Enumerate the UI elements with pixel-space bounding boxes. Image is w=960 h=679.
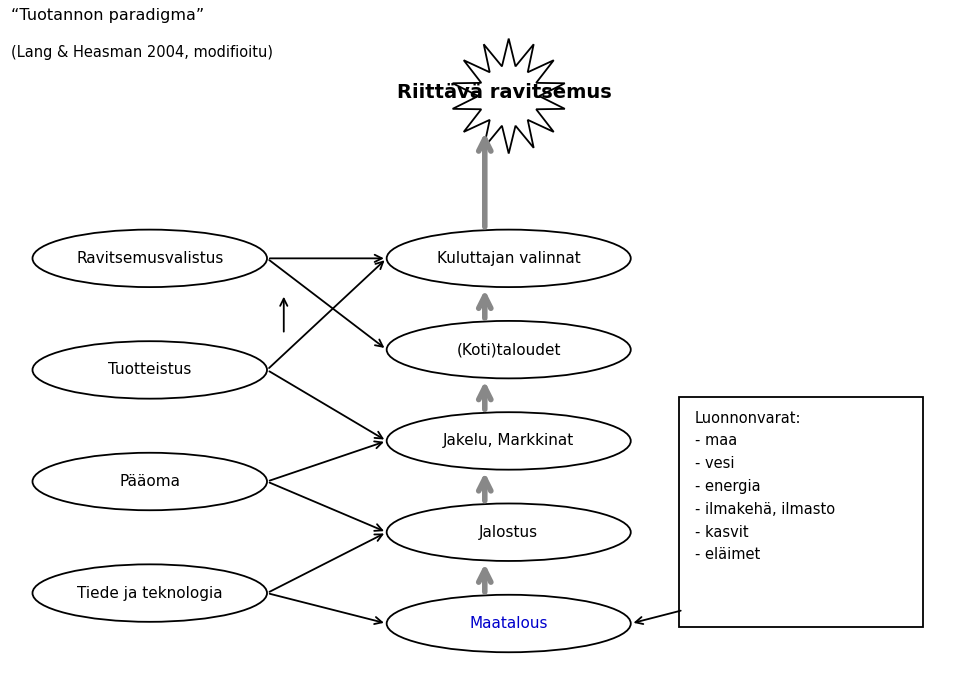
Text: Tuotteistus: Tuotteistus [108, 363, 191, 378]
Text: Pääoma: Pääoma [119, 474, 180, 489]
Text: Tiede ja teknologia: Tiede ja teknologia [77, 585, 223, 601]
Text: Ravitsemusvalistus: Ravitsemusvalistus [76, 251, 224, 266]
Text: “Tuotannon paradigma”: “Tuotannon paradigma” [11, 8, 204, 23]
Text: Jalostus: Jalostus [479, 525, 539, 540]
Text: Kuluttajan valinnat: Kuluttajan valinnat [437, 251, 581, 266]
Text: (Lang & Heasman 2004, modifioitu): (Lang & Heasman 2004, modifioitu) [11, 45, 273, 60]
Text: Luonnonvarat:
- maa
- vesi
- energia
- ilmakehä, ilmasto
- kasvit
- eläimet: Luonnonvarat: - maa - vesi - energia - i… [695, 411, 835, 562]
Text: Riittävä ravitsemus: Riittävä ravitsemus [396, 84, 612, 102]
Text: Jakelu, Markkinat: Jakelu, Markkinat [444, 433, 574, 448]
Text: (Koti)taloudet: (Koti)taloudet [456, 342, 561, 357]
Text: Maatalous: Maatalous [469, 616, 548, 631]
